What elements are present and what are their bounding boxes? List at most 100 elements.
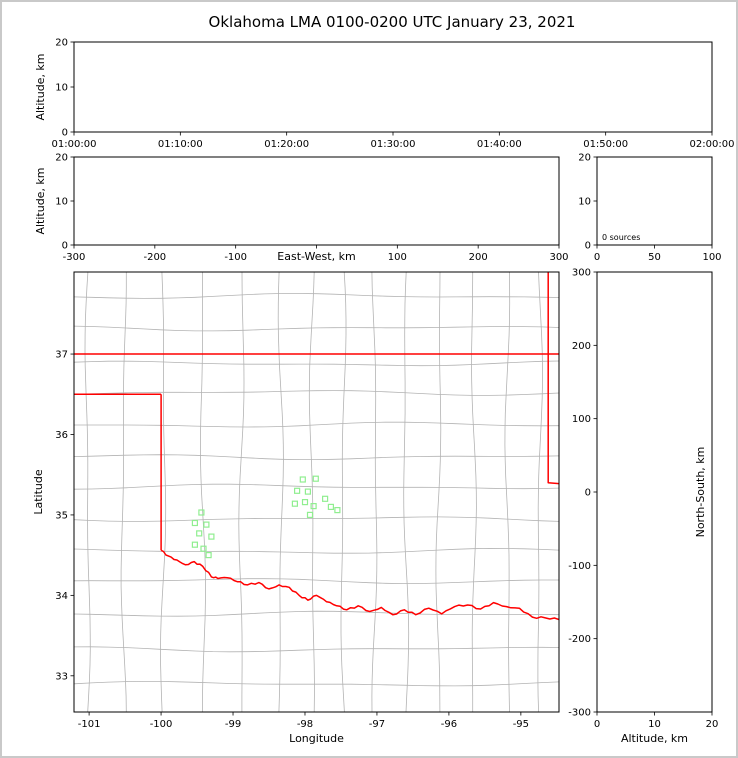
tick-label: 20 <box>55 38 68 49</box>
tick-label: 50 <box>648 252 661 263</box>
tick-label: -100 <box>568 561 591 572</box>
tick-label: -95 <box>513 719 529 730</box>
tick-label: 02:00:00 <box>690 139 735 150</box>
county-line <box>74 516 559 522</box>
tick-label: 300 <box>572 268 591 279</box>
lma-station-marker <box>291 500 298 507</box>
county-line <box>74 681 559 687</box>
county-line <box>74 360 559 367</box>
figure-title: Oklahoma LMA 0100-0200 UTC January 23, 2… <box>208 13 576 31</box>
tick-label: 20 <box>55 153 68 164</box>
tick-label: 0 <box>594 252 600 263</box>
xlabel-east-west: East-West, km <box>277 250 355 263</box>
lma-station-marker <box>304 488 311 495</box>
lma-station-marker <box>312 475 319 482</box>
county-line <box>74 646 559 653</box>
tick-label: -96 <box>441 719 457 730</box>
tick-label: -101 <box>78 719 101 730</box>
county-line <box>277 272 284 712</box>
county-line <box>74 325 559 332</box>
tick-label: 34 <box>55 591 68 602</box>
county-line <box>74 421 559 428</box>
county-line <box>471 272 477 712</box>
lma-station-markers <box>191 475 341 559</box>
county-line <box>308 272 315 712</box>
lma-station-marker <box>196 530 203 537</box>
tick-label: -99 <box>225 719 241 730</box>
ylabel-north-south: North-South, km <box>694 447 707 538</box>
panel-time-height <box>73 41 713 133</box>
tick-label: 36 <box>55 430 68 441</box>
tick-label: 100 <box>702 252 721 263</box>
tick-label: -97 <box>369 719 385 730</box>
tick-label: 01:40:00 <box>477 139 522 150</box>
lma-station-marker <box>310 503 317 510</box>
state-border-line <box>160 549 559 621</box>
ylabel-altitude-top: Altitude, km <box>34 53 47 120</box>
tick-label: -200 <box>568 634 591 645</box>
tick-label: 0 <box>585 488 591 499</box>
tick-label: 01:50:00 <box>583 139 628 150</box>
county-line <box>340 272 347 712</box>
county-line <box>403 272 410 712</box>
tick-label: 01:30:00 <box>371 139 416 150</box>
state-borders <box>74 272 559 621</box>
county-line <box>74 454 559 461</box>
lma-station-marker <box>191 519 198 527</box>
panel-altitude-histogram <box>596 156 713 246</box>
county-line <box>84 272 91 712</box>
lma-station-marker <box>306 511 314 518</box>
lma-station-marker <box>200 545 207 552</box>
tick-label: 01:20:00 <box>264 139 309 150</box>
lma-station-marker <box>299 476 306 483</box>
tick-label: 33 <box>55 671 68 682</box>
lma-station-marker <box>208 533 215 540</box>
county-line <box>120 272 127 712</box>
xlabel-altitude-bottom: Altitude, km <box>621 732 688 745</box>
county-line <box>537 272 543 712</box>
lma-station-marker <box>205 551 212 559</box>
tick-label: -100 <box>224 252 247 263</box>
county-line <box>74 578 559 584</box>
tick-label: 300 <box>549 252 568 263</box>
tick-label: 0 <box>594 719 600 730</box>
lma-station-marker <box>198 509 205 516</box>
county-line <box>504 272 511 712</box>
lma-station-marker <box>322 495 329 502</box>
tick-label: 10 <box>578 197 591 208</box>
tick-label: -100 <box>150 719 173 730</box>
county-line <box>74 293 559 299</box>
tick-label: 20 <box>578 153 591 164</box>
county-line <box>238 272 245 712</box>
county-line <box>435 272 442 712</box>
xlabel-longitude: Longitude <box>289 732 344 745</box>
tick-label: 01:00:00 <box>52 139 97 150</box>
lma-station-marker <box>327 503 334 510</box>
tick-label: 35 <box>55 510 68 521</box>
ylabel-latitude: Latitude <box>32 469 45 515</box>
tick-label: 100 <box>572 414 591 425</box>
tick-label: 100 <box>388 252 407 263</box>
tick-label: -300 <box>568 708 591 719</box>
tick-label: 10 <box>648 719 661 730</box>
tick-label: -200 <box>143 252 166 263</box>
tick-label: 200 <box>469 252 488 263</box>
tick-label: 20 <box>706 719 719 730</box>
map-layer <box>74 272 559 712</box>
lma-station-marker <box>191 541 198 548</box>
county-line <box>74 610 559 617</box>
tick-label: 01:10:00 <box>158 139 203 150</box>
county-borders <box>74 272 559 712</box>
panel-ew-height <box>73 156 560 246</box>
tick-label: -300 <box>63 252 86 263</box>
lma-station-marker <box>334 507 341 514</box>
annotation-source-count: 0 sources <box>602 233 640 242</box>
panel-plan-view <box>73 271 560 713</box>
county-line <box>74 548 559 554</box>
county-line <box>74 390 559 396</box>
tick-label: 200 <box>572 341 591 352</box>
county-line <box>371 272 378 712</box>
lma-station-marker <box>294 487 301 494</box>
